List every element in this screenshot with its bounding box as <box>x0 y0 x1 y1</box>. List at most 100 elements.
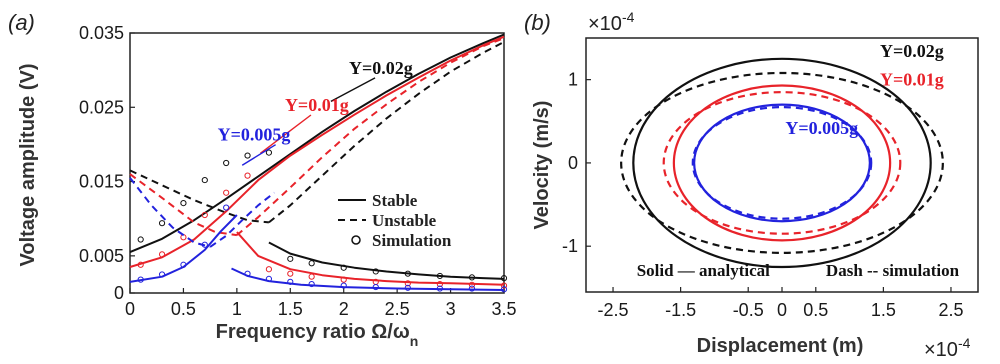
panel-a-sim-point-y-0-02g <box>180 200 187 207</box>
panel-b-xlabel: Displacement (m) <box>697 335 864 357</box>
panel-a-xtick-label: 0 <box>125 299 135 319</box>
panel-a-sim-point-y-0-005g <box>287 278 294 285</box>
panel-a-sim-point-y-0-02g <box>340 264 347 271</box>
panel-a-solid-line-y-0-005g <box>231 267 505 291</box>
panel-a-sim-point-y-0-02g <box>137 236 144 243</box>
panel-a-axes-frame <box>129 32 505 294</box>
panel-a-sim-point-y-0-02g <box>223 159 230 167</box>
panel-b-y-exponent: ×10-4 <box>588 9 635 35</box>
panel-a-annotation-arrow <box>259 114 312 154</box>
panel-a-sim-point-y-0-01g <box>137 261 144 268</box>
panel-b-annotation-label: Y=0.005g <box>785 118 858 138</box>
panel-a-sim-point-y-0-005g <box>436 285 443 292</box>
panel-a-sim-point-y-0-02g <box>201 176 208 184</box>
panel-a-sim-point-y-0-005g <box>500 286 508 293</box>
panel-a-annotation-arrow <box>241 144 276 166</box>
panel-b-annotation-label: Y=0.01g <box>880 69 944 89</box>
panel-b-dashed-orbit-y-0-01g <box>662 91 902 235</box>
panel-a-sim-point-y-0-01g <box>468 281 476 288</box>
panel-b-ytick-label: 1 <box>568 70 578 90</box>
panel-a-solid-line-y-0-005g <box>129 214 238 283</box>
panel-a-sim-point-y-0-01g <box>340 276 347 283</box>
panel-a-legend-label: Stable <box>372 191 418 210</box>
panel-a-plot-area <box>129 33 508 293</box>
panel-a-xtick-label: 2 <box>339 299 349 319</box>
panel-a-sim-point-y-0-01g <box>436 280 443 288</box>
panel-a-ytick-label: 0 <box>114 283 124 303</box>
panel-a-sim-point-y-0-02g <box>404 270 411 277</box>
panel-a-solid-line-y-0-02g <box>129 33 505 254</box>
panel-a-sim-point-y-0-005g <box>308 280 315 288</box>
panel-a-solid-line-y-0-01g <box>236 231 505 286</box>
panel-b-ylabel: Velocity (m/s) <box>531 101 553 230</box>
panel-a-sim-point-y-0-01g <box>265 266 273 273</box>
panel-a-xtick-label: 0.5 <box>171 299 196 319</box>
panel-a-xtick-label: 1 <box>232 299 242 319</box>
panel-a-xtick-label: 3 <box>446 299 456 319</box>
panel-a-sim-point-y-0-005g <box>244 270 251 277</box>
panel-b-label: (b) <box>524 10 551 35</box>
panel-a-sim-point-y-0-01g <box>223 189 230 196</box>
panel-b-y-exponent-base: ×10 <box>588 13 622 35</box>
panel-b-x-exponent-power: -4 <box>958 335 971 351</box>
panel-b-solid-orbit-y-0-02g <box>632 57 932 269</box>
panel-a-xlabel: Frequency ratio Ω/ωn <box>216 321 419 349</box>
panel-a-xtick-label: 2.5 <box>385 299 410 319</box>
panel-a-sim-point-y-0-005g <box>137 276 144 283</box>
panel-a-label: (a) <box>8 10 35 35</box>
panel-b-ytick-label: -1 <box>562 236 578 256</box>
panel-a-xlabel-main: Frequency ratio Ω/ω <box>216 321 410 343</box>
panel-a-sim-point-y-0-01g <box>308 273 315 280</box>
panel-b-xtick-label: -2.5 <box>598 300 629 320</box>
panel-b-solid-orbit-y-0-005g <box>693 103 871 223</box>
panel-a: (a) 0 0.5 1 1.5 2 2.5 3 3.5 0 0.005 0.015 0.025 0.03… <box>8 10 517 349</box>
panel-b-plot-area <box>620 57 944 269</box>
panel-a-dashed-line-y-0-02g <box>268 41 505 224</box>
panel-b-xtick-label: 0 <box>777 300 787 320</box>
panel-a-annotation-arrow <box>330 77 376 102</box>
panel-a-sim-point-y-0-02g <box>500 275 508 282</box>
panel-a-legend-label: Unstable <box>372 211 437 230</box>
panel-a-ytick-label: 0.015 <box>79 172 124 192</box>
panel-a-sim-point-y-0-01g <box>287 270 294 277</box>
panel-b-x-exponent: ×10-4 <box>924 335 971 361</box>
panel-a-sim-point-y-0-005g <box>468 285 476 292</box>
panel-a-dashed-line-y-0-01g <box>236 37 505 236</box>
panel-b-xtick-label: 1.5 <box>871 300 896 320</box>
panel-b-ytick-label: 0 <box>568 153 578 173</box>
panel-b-y-exponent-power: -4 <box>622 9 635 25</box>
panel-a-sim-point-y-0-02g <box>244 152 251 159</box>
panel-a-sim-point-y-0-005g <box>180 261 187 268</box>
panel-a-legend-symbol <box>351 235 361 245</box>
panel-b-ticks: -2.5 -1.5 -0.5 0 0.5 1.5 2.5 -1 0 1 <box>562 70 963 320</box>
panel-b-xtick-label: -0.5 <box>733 300 764 320</box>
panel-a-dashed-line-y-0-01g <box>129 173 238 237</box>
panel-a-sim-point-y-0-01g <box>404 280 411 287</box>
panel-b-annotations: Y=0.02g Y=0.01g Y=0.005g Solid — analytical… <box>637 41 960 280</box>
panel-b-dashed-orbit-y-0-02g <box>620 71 944 254</box>
panel-a-sim-point-y-0-02g <box>308 260 315 267</box>
panel-a-legend-label: Simulation <box>372 231 452 250</box>
panel-a-solid-line-y-0-02g <box>268 241 505 280</box>
panel-a-annotation-label: Y=0.01g <box>285 95 349 115</box>
panel-a-annotation-label: Y=0.005g <box>218 125 291 145</box>
panel-a-sim-point-y-0-01g <box>500 282 508 289</box>
panel-a-sim-point-y-0-01g <box>244 172 251 179</box>
panel-a-sim-point-y-0-005g <box>372 283 379 291</box>
panel-b-solid-orbit-y-0-01g <box>672 84 892 242</box>
panel-a-ticks: 0 0.5 1 1.5 2 2.5 3 3.5 0 0.005 0.015 0.025 0.035 <box>79 23 517 319</box>
panel-a-sim-point-y-0-02g <box>265 149 273 156</box>
panel-a-sim-point-y-0-02g <box>372 268 379 275</box>
panel-a-sim-point-y-0-005g <box>340 282 347 289</box>
panel-b-annotation-label: Y=0.02g <box>880 41 944 61</box>
panel-a-sim-point-y-0-005g <box>158 271 166 278</box>
panel-a-xtick-label: 1.5 <box>278 299 303 319</box>
panel-a-sim-point-y-0-005g <box>201 241 208 248</box>
panel-b-xtick-label: -1.5 <box>665 300 696 320</box>
panel-b-dashed-orbit-y-0-005g <box>691 106 873 220</box>
panel-a-annotation-label: Y=0.02g <box>349 58 413 78</box>
panel-a-ylabel: Voltage amplitude (V) <box>17 64 39 267</box>
panel-a-solid-line-y-0-01g <box>129 35 505 268</box>
panel-a-sim-point-y-0-005g <box>223 204 230 211</box>
